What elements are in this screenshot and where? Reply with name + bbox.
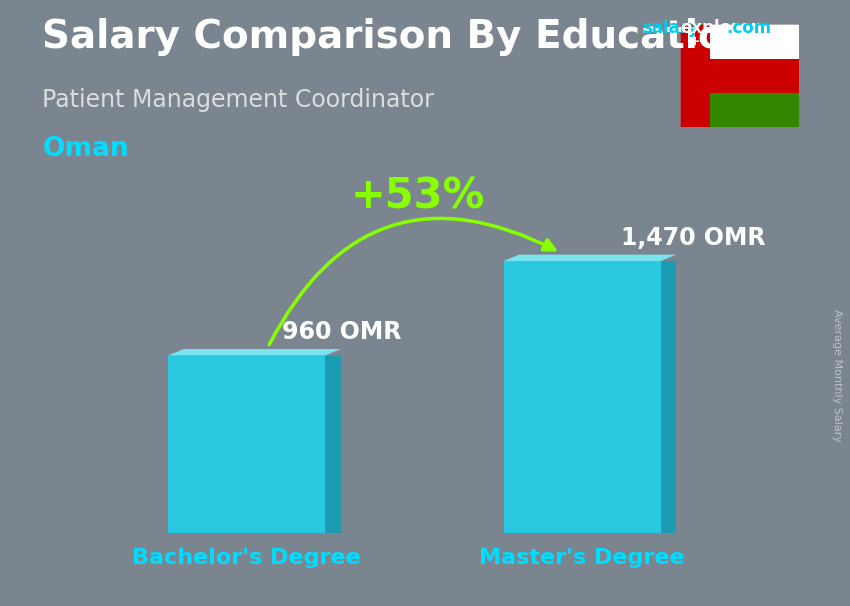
Text: Average Monthly Salary: Average Monthly Salary (832, 309, 842, 442)
Text: 960 OMR: 960 OMR (282, 321, 401, 344)
Text: Bachelor's Degree: Bachelor's Degree (132, 548, 361, 568)
Text: Oman: Oman (42, 136, 129, 162)
Polygon shape (660, 261, 677, 533)
Text: Salary Comparison By Education: Salary Comparison By Education (42, 18, 753, 56)
Bar (680, 24, 799, 59)
Bar (168, 356, 325, 533)
Text: .com: .com (727, 19, 772, 38)
Polygon shape (325, 356, 341, 533)
Text: 1,470 OMR: 1,470 OMR (621, 226, 766, 250)
Text: +: + (689, 35, 700, 48)
Bar (503, 261, 660, 533)
Text: Patient Management Coordinator: Patient Management Coordinator (42, 88, 434, 112)
Bar (680, 24, 710, 127)
Text: Master's Degree: Master's Degree (479, 548, 685, 568)
Bar (680, 59, 799, 93)
Polygon shape (168, 349, 341, 356)
Polygon shape (503, 255, 677, 261)
Text: salary: salary (642, 19, 699, 38)
Text: +53%: +53% (351, 175, 485, 218)
Text: explorer: explorer (680, 19, 759, 38)
Bar (680, 93, 799, 127)
